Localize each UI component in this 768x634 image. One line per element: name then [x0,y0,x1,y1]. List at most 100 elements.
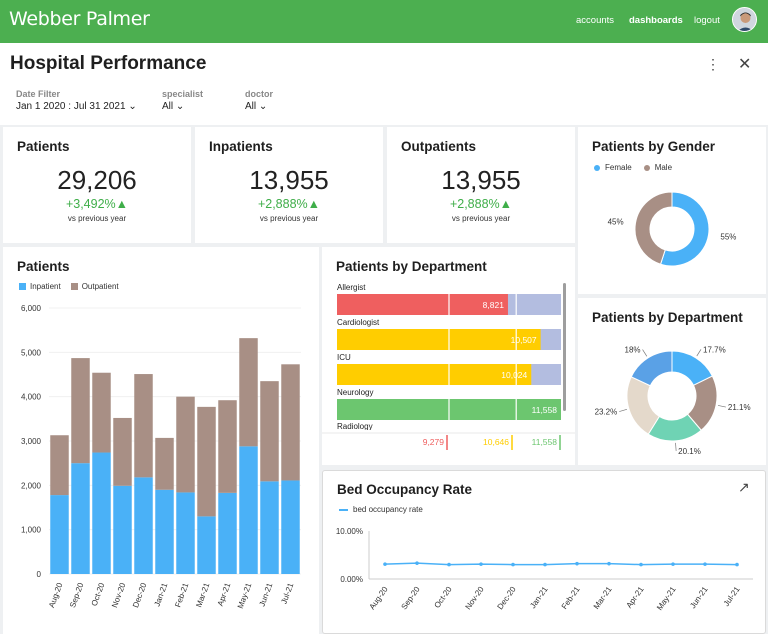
bar-inpatient [260,481,279,574]
trend-up-icon: ▲ [115,197,129,211]
specialist-filter[interactable]: specialist All ⌄ [162,89,203,112]
specialist-filter-label: specialist [162,89,204,99]
bar-inpatient [50,495,69,574]
dept-bars-card[interactable]: Patients by Department Allergist 8,821 Car… [322,247,575,465]
brand-logo[interactable]: Webber Palmer [9,8,150,30]
dept-row-label: Cardiologist [337,318,380,327]
gender-slice [634,191,673,265]
bar-inpatient [134,477,153,574]
bed-point [511,562,515,567]
bar-outpatient [218,400,237,493]
kpi-title: Outpatients [401,139,477,154]
x-tick-label: Dec-20 [495,585,517,612]
nav-logout[interactable]: logout [694,15,720,26]
y-tick-label: 6,000 [21,304,42,313]
bar-outpatient [113,417,132,486]
dept-footer-value: 11,558 [532,437,558,447]
nav-accounts[interactable]: accounts [576,15,615,26]
x-tick-label: Jun-21 [688,585,710,611]
bar-inpatient [155,489,174,574]
bed-point [703,562,707,566]
bar-outpatient [176,396,195,493]
avatar[interactable] [732,7,757,32]
dept-row-label: ICU [337,353,351,362]
dept-bar-chart: Allergist 8,821 Cardiologist 10,507 ICU 10,02… [322,283,575,450]
x-tick-label: Oct-20 [90,581,107,607]
y-tick-label: 0 [37,570,42,579]
patients-chart-card[interactable]: Patients Inpatient Outpatient 0 1,000 2,00… [3,247,319,634]
x-tick-label: May-21 [236,581,254,610]
x-tick-label: Jul-21 [722,585,742,608]
dept-slice-label: 17.7% [703,345,726,354]
date-filter[interactable]: Date Filter Jan 1 2020 : Jul 31 2021 ⌄ [16,89,137,112]
more-options-icon[interactable]: ⋮ [706,56,720,72]
x-tick-label: Apr-21 [216,581,233,607]
gender-donut-chart: 55% 45% [608,191,736,267]
date-filter-label: Date Filter [16,89,61,99]
kpi-value: 29,206 [57,165,137,195]
bed-point [479,562,483,566]
page-title: Hospital Performance [10,53,207,74]
x-tick-label: Mar-21 [194,581,211,608]
y-tick-label: 0.00% [340,575,363,584]
x-tick-label: Sep-20 [68,581,85,609]
card-title: Patients [17,259,70,274]
dept-bar-value: 10,024 [501,370,527,380]
kpi-delta: +3,492% [65,197,116,211]
chevron-down-icon: ⌄ [128,101,137,112]
bed-point [575,561,579,566]
kpi-card-inpatients[interactable]: Inpatients 13,955 +2,888%▲ vs previous y… [195,127,383,243]
x-tick-label: Oct-20 [432,585,453,610]
dept-row-label: Radiology [337,422,373,431]
dept-bar-fill [337,294,508,315]
legend-swatch [70,283,78,290]
bed-point [383,562,387,566]
dept-bar-value: 11,558 [532,405,558,415]
bed-occupancy-card[interactable]: Bed Occupancy Rate ↗ bed occupancy rate … [322,470,766,634]
bed-line-chart: 0.00% 10.00% Aug-20 Sep-20 Oct-20 Nov-20 Dec-2… [336,527,753,612]
gender-slice [659,191,710,267]
close-icon[interactable]: ✕ [738,56,752,73]
y-tick-label: 1,000 [21,526,42,535]
bar-outpatient [134,374,153,478]
dept-donut-card[interactable]: Patients by Department 17.7% 21.1% 20.1% 23… [578,298,766,465]
kpi-value: 13,955 [249,165,329,195]
gender-card[interactable]: Patients by Gender Female Male 55% 45% [578,127,766,294]
bar-inpatient [71,463,90,574]
x-tick-label: Jul-21 [279,581,295,605]
dept-slice-label: 23.2% [595,408,618,417]
x-tick-label: Apr-21 [624,585,645,610]
doctor-filter[interactable]: doctor All ⌄ [245,89,273,112]
legend-label: Female [605,163,632,172]
legend-swatch [19,283,26,290]
dept-slice-label: 18% [625,346,641,355]
x-tick-label: Dec-20 [131,581,148,609]
bed-point [639,562,643,567]
trend-up-icon: ▲ [499,197,513,211]
bar-inpatient [218,492,237,574]
bar-inpatient [113,485,132,574]
x-tick-label: Sep-20 [399,585,421,612]
bar-outpatient [155,437,174,490]
bar-outpatient [281,364,300,481]
top-bar: Webber Palmer accounts dashboards logout [0,0,768,43]
dept-footer-value: 9,279 [423,437,445,447]
expand-icon[interactable]: ↗ [738,479,750,495]
dept-row-label: Allergist [337,283,366,292]
bed-legend: bed occupancy rate [339,505,423,514]
dept-bar-fill [337,329,541,350]
bed-series-line [384,562,738,566]
dept-slice-leader [619,408,628,412]
nav-dashboards[interactable]: dashboards [629,15,683,26]
specialist-filter-value: All [162,101,174,112]
dept-donut-chart: 17.7% 21.1% 20.1% 23.2% 18% [595,345,751,456]
dept-bar-value: 8,821 [483,300,505,310]
kpi-card-outpatients[interactable]: Outpatients 13,955 +2,888%▲ vs previous … [387,127,575,243]
x-tick-label: Jan-21 [528,585,550,611]
kpi-card-patients[interactable]: Patients 29,206 +3,492%▲ vs previous yea… [3,127,191,243]
dept-slice-leader [675,442,677,451]
y-tick-label: 2,000 [21,481,42,490]
x-tick-label: Jun-21 [258,581,275,608]
legend-label: Outpatient [81,282,119,291]
kpi-subtitle: vs previous year [259,214,319,223]
